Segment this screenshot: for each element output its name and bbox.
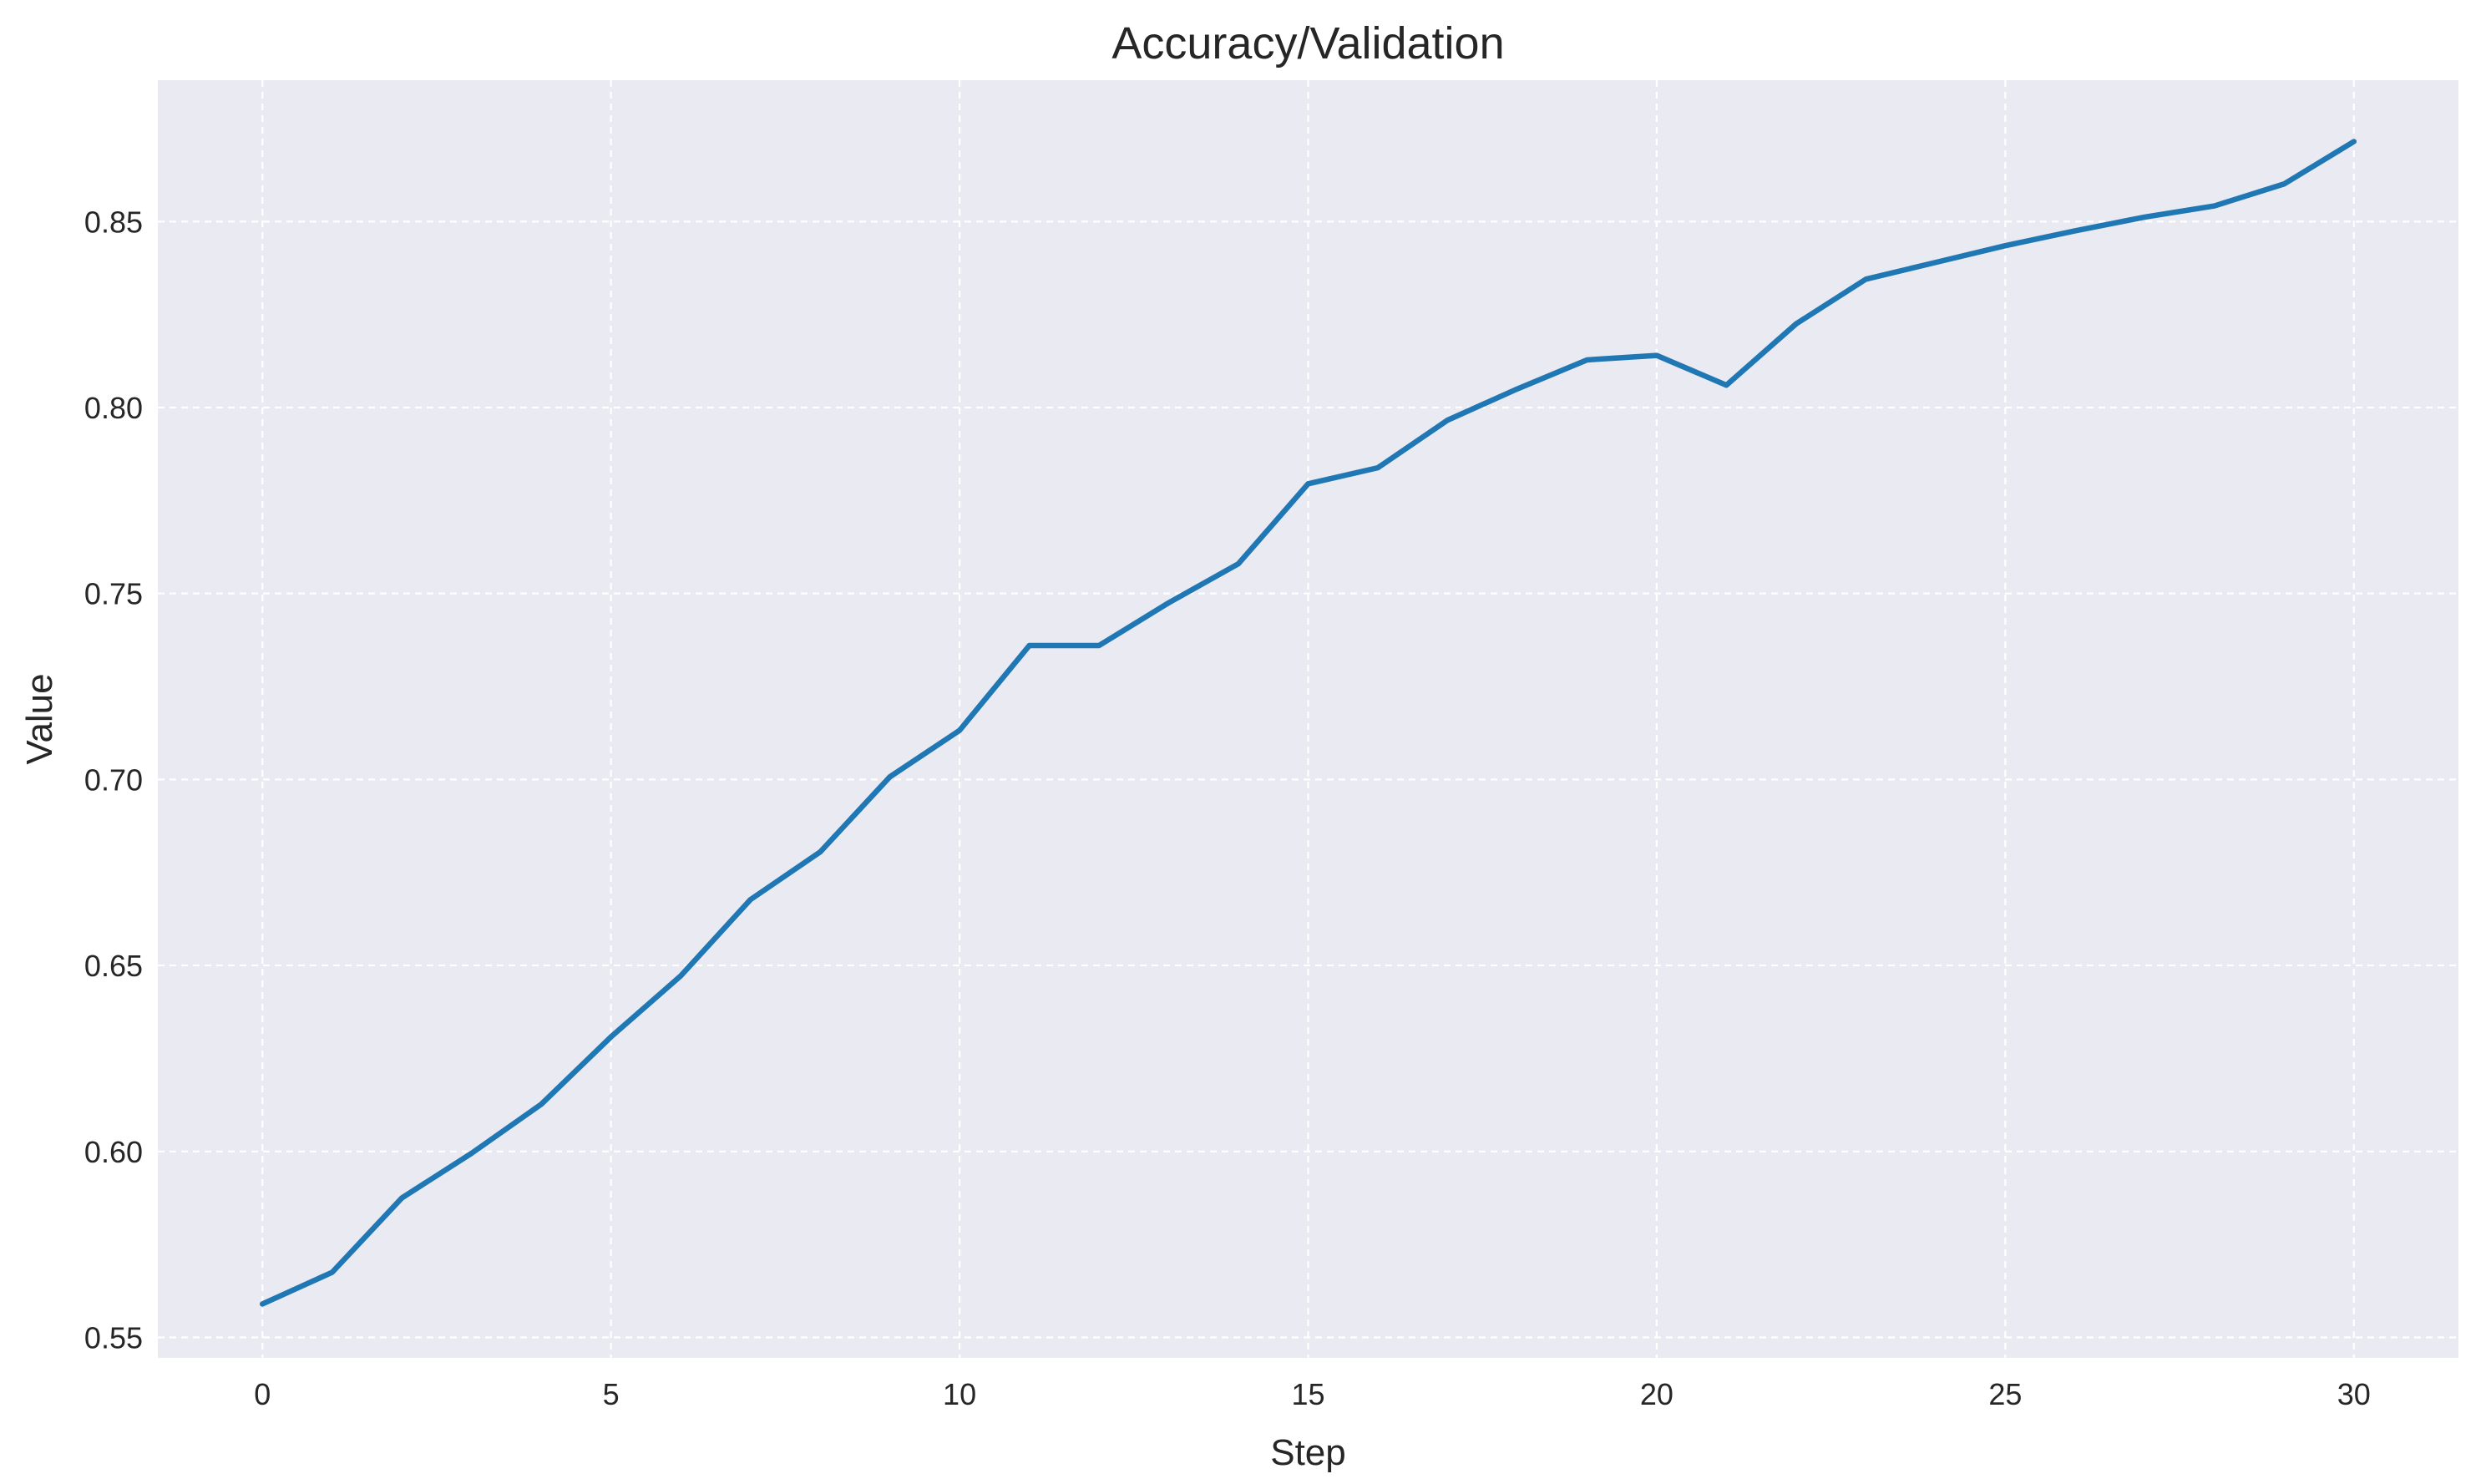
y-tick-label: 0.85	[84, 205, 143, 239]
x-tick-label: 5	[603, 1377, 620, 1411]
y-tick-label: 0.70	[84, 762, 143, 797]
x-tick-label: 25	[1988, 1377, 2022, 1411]
y-tick-label: 0.75	[84, 577, 143, 611]
y-tick-label: 0.55	[84, 1321, 143, 1355]
x-axis-label: Step	[1270, 1432, 1346, 1473]
x-tick-label: 20	[1640, 1377, 1673, 1411]
x-tick-label: 30	[2337, 1377, 2371, 1411]
x-axis-ticks: 0 5 10 15 20 25 30	[254, 1377, 2371, 1411]
y-axis-ticks: 0.55 0.60 0.65 0.70 0.75 0.80 0.85	[84, 205, 143, 1355]
y-tick-label: 0.80	[84, 391, 143, 425]
y-axis-label: Value	[19, 673, 60, 764]
y-tick-label: 0.60	[84, 1135, 143, 1169]
chart-title: Accuracy/Validation	[1111, 18, 1504, 68]
grid-lines	[158, 80, 2458, 1358]
x-tick-label: 0	[254, 1377, 271, 1411]
y-tick-label: 0.65	[84, 949, 143, 983]
series-line-accuracy	[259, 139, 2357, 1307]
x-tick-label: 10	[943, 1377, 976, 1411]
x-tick-label: 15	[1291, 1377, 1324, 1411]
